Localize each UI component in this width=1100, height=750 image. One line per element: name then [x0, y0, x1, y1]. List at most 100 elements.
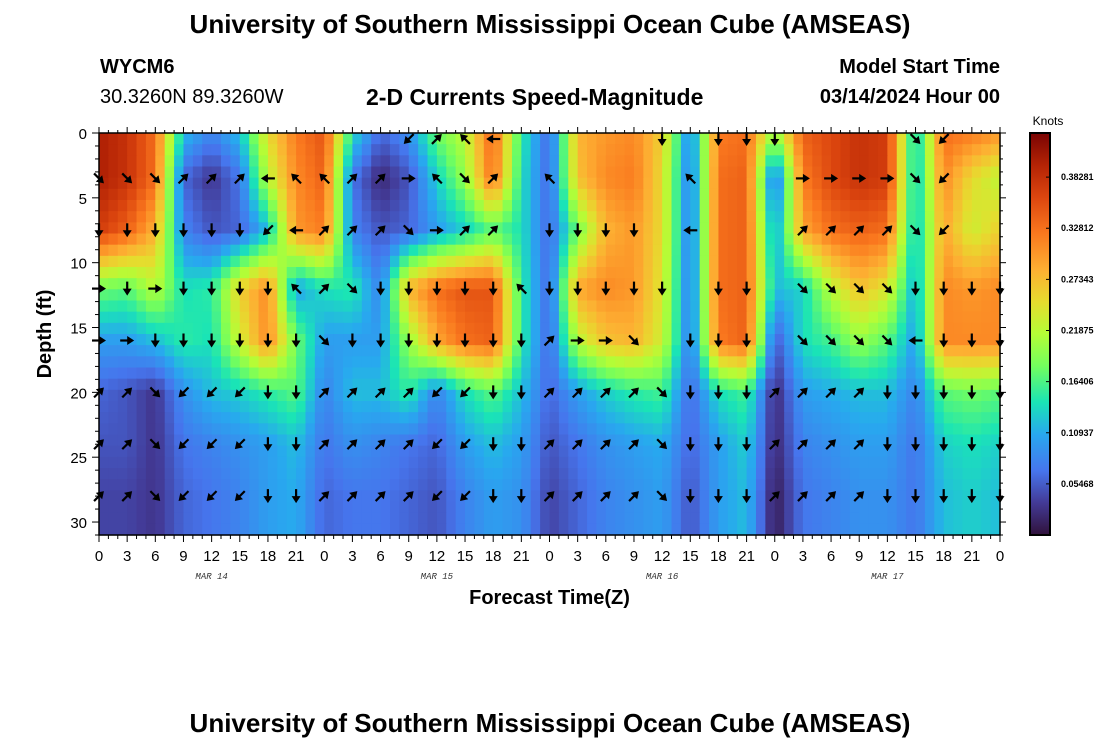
heatmap-cell — [446, 479, 457, 491]
heatmap-cell — [493, 155, 504, 168]
heatmap-cell — [418, 133, 429, 145]
heatmap-cell — [840, 166, 851, 179]
heatmap-cell — [934, 468, 945, 480]
heatmap-cell — [849, 255, 860, 268]
heatmap-cell — [896, 311, 907, 324]
heatmap-cell — [483, 356, 494, 369]
heatmap-cell — [802, 233, 813, 246]
heatmap-cell — [840, 523, 851, 536]
heatmap-cell — [446, 401, 457, 413]
current-arrow — [573, 223, 583, 238]
heatmap-cell — [371, 423, 382, 436]
heatmap-cell — [540, 267, 551, 279]
heatmap-cell — [221, 133, 231, 145]
heatmap-cell — [380, 356, 391, 369]
heatmap-cell — [343, 133, 354, 145]
arrow-head — [180, 173, 189, 182]
heatmap-cell — [924, 512, 935, 525]
heatmap-cell — [436, 222, 447, 235]
heatmap-cell — [633, 445, 644, 458]
heatmap-cell — [155, 389, 166, 402]
heatmap-cell — [699, 389, 710, 402]
heatmap-cell — [399, 434, 410, 447]
heatmap-cell — [333, 311, 344, 324]
heatmap-cell — [652, 255, 663, 268]
heatmap-cell — [465, 267, 476, 279]
heatmap-cell — [643, 267, 654, 279]
heatmap-cell — [662, 255, 673, 268]
heatmap-cell — [774, 278, 785, 290]
heatmap-cell — [737, 267, 748, 279]
arrow-head — [124, 491, 133, 500]
heatmap-cell — [746, 278, 757, 290]
heatmap-cell — [774, 345, 785, 357]
heatmap-cell — [221, 434, 231, 447]
heatmap-cell — [671, 311, 682, 324]
heatmap-cell — [493, 378, 504, 391]
heatmap-cell — [183, 244, 194, 257]
current-arrow — [853, 225, 865, 237]
heatmap-cell — [540, 311, 551, 324]
arrow-head — [349, 285, 358, 294]
heatmap-cell — [812, 244, 823, 257]
heatmap-cell — [380, 401, 391, 413]
heatmap-cell — [690, 222, 701, 235]
heatmap-cell — [174, 356, 185, 369]
heatmap-cell — [943, 378, 954, 391]
heatmap-cell — [915, 222, 926, 235]
heatmap-cell — [587, 334, 598, 346]
heatmap-cell — [136, 211, 147, 223]
x-tick-label: 9 — [630, 548, 638, 565]
heatmap-cell — [511, 523, 522, 536]
heatmap-cell — [502, 222, 513, 235]
heatmap-cell — [755, 512, 766, 525]
heatmap-cell — [596, 222, 607, 235]
heatmap-cell — [296, 456, 307, 469]
heatmap-cell — [915, 289, 926, 302]
heatmap-cell — [352, 233, 363, 246]
heatmap-cell — [887, 367, 898, 380]
x-tick-label: 15 — [682, 548, 699, 565]
heatmap-cell — [605, 300, 616, 313]
heatmap-cell — [709, 278, 720, 290]
heatmap-cell — [962, 412, 973, 424]
heatmap-cell — [577, 479, 588, 491]
heatmap-cell — [868, 367, 879, 380]
heatmap-cell — [465, 300, 476, 313]
heatmap-cell — [971, 456, 982, 469]
heatmap-cell — [117, 412, 128, 424]
heatmap-cell — [953, 490, 964, 503]
current-arrow — [179, 333, 188, 348]
current-arrow — [235, 281, 245, 296]
heatmap-cell — [802, 345, 813, 357]
heatmap-cell — [305, 233, 316, 246]
heatmap-cell — [258, 345, 269, 357]
heatmap-cell — [680, 255, 691, 268]
heatmap-cell — [465, 211, 476, 223]
heatmap-cell — [455, 401, 466, 413]
heatmap-cell — [849, 200, 860, 212]
current-arrow — [713, 333, 723, 348]
current-arrow — [347, 333, 357, 348]
heatmap-cell — [202, 501, 213, 514]
heatmap-cell — [127, 144, 138, 156]
heatmap-cell — [924, 211, 935, 223]
current-arrow — [853, 491, 865, 502]
heatmap-cell — [821, 211, 832, 223]
heatmap-cell — [446, 423, 457, 436]
heatmap-cell — [934, 378, 945, 391]
heatmap-cell — [549, 244, 560, 257]
heatmap-cell — [990, 244, 1001, 257]
heatmap-cell — [474, 456, 485, 469]
heatmap-cell — [971, 278, 982, 290]
heatmap-cell — [709, 356, 720, 369]
heatmap-cell — [877, 166, 888, 179]
heatmap-cell — [859, 155, 870, 168]
heatmap-cell — [117, 188, 128, 201]
heatmap-cell — [690, 211, 701, 223]
heatmap-cell — [127, 133, 138, 145]
heatmap-cell — [540, 512, 551, 525]
heatmap-cell — [361, 512, 372, 525]
heatmap-cell — [718, 434, 729, 447]
heatmap-cell — [192, 244, 203, 257]
